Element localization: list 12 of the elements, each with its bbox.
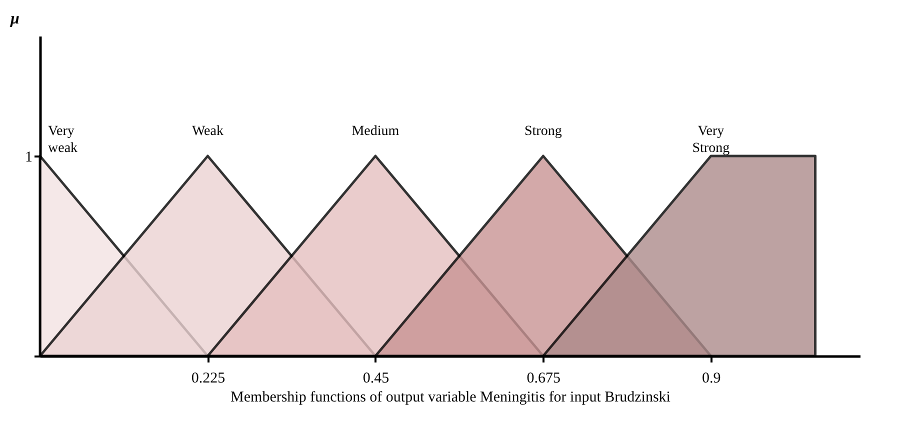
x-tick-label: 0.45 <box>362 370 390 386</box>
series-label: Medium <box>352 124 400 139</box>
x-tick-label: 0.9 <box>702 370 721 386</box>
series-label: Weak <box>192 124 224 139</box>
x-tick-label: 0.675 <box>526 370 561 386</box>
x-axis-title: Membership functions of output variable Meningitis for input Brudzinski <box>230 390 670 406</box>
series-label: Very weak <box>48 124 78 156</box>
x-tick-label: 0.225 <box>191 370 226 386</box>
y-tick-label: 1 <box>25 150 32 166</box>
series-label: Strong <box>524 124 562 139</box>
y-axis-title: μ <box>10 10 20 28</box>
series-label: Very Strong <box>692 124 730 156</box>
